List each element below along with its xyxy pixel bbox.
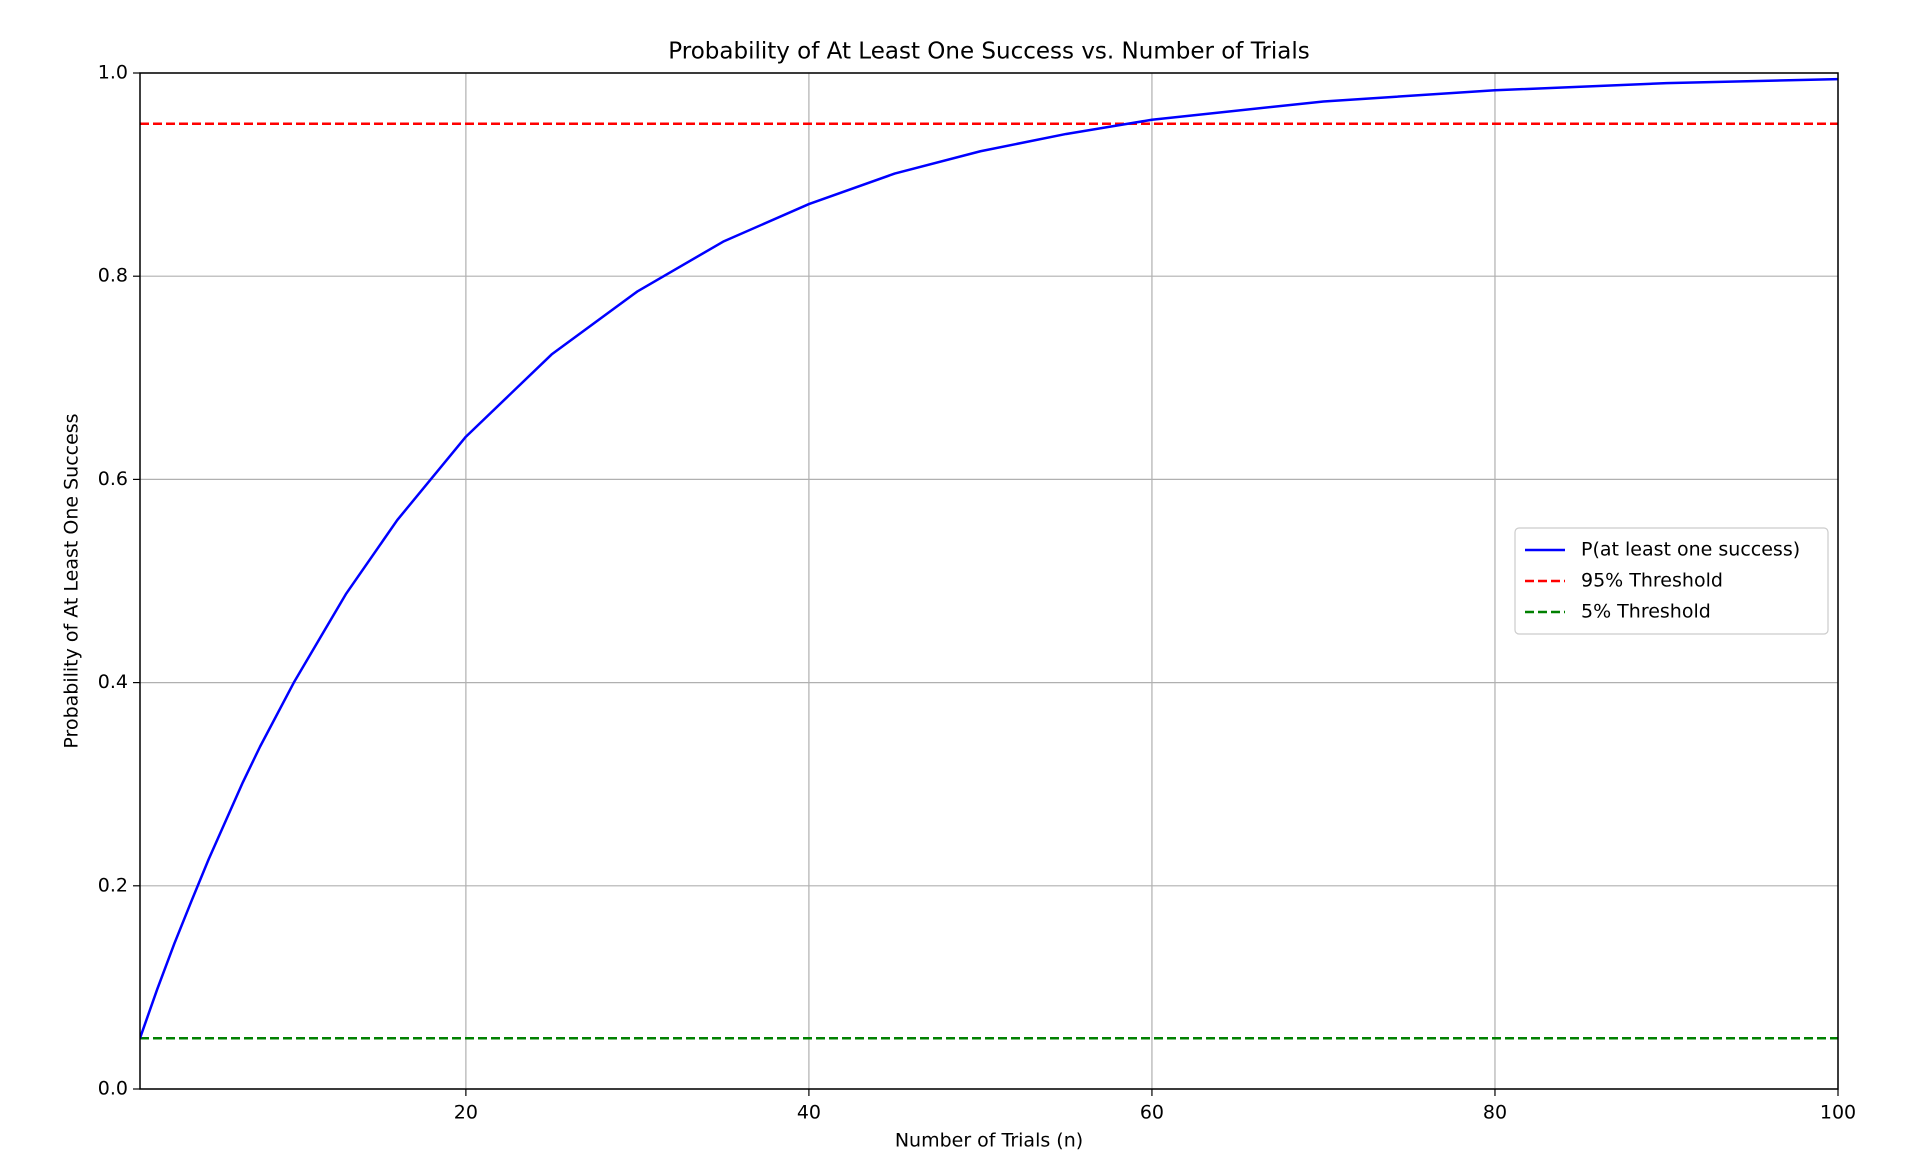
y-tick-label: 0.6 [98, 468, 128, 490]
y-tick-label: 0.8 [98, 265, 128, 287]
y-tick-label: 0.2 [98, 874, 128, 896]
x-tick-label: 100 [1820, 1102, 1856, 1124]
legend-label: P(at least one success) [1581, 539, 1800, 561]
plot-frame [139, 72, 1839, 1090]
chart-title: Probability of At Least One Success vs. … [668, 39, 1309, 65]
data-line [140, 77, 1838, 1039]
y-tick-label: 1.0 [98, 62, 128, 84]
x-tick-label: 20 [454, 1102, 478, 1124]
x-tick-label: 60 [1140, 1102, 1164, 1124]
y-tick-label: 0.0 [98, 1078, 128, 1100]
legend-label: 95% Threshold [1581, 570, 1723, 592]
y-tick-label: 0.4 [98, 671, 128, 693]
y-axis-label: Probability of At Least One Success [61, 413, 83, 748]
legend-box [1514, 527, 1829, 635]
x-axis-label: Number of Trials (n) [895, 1130, 1083, 1152]
x-tick-label: 80 [1483, 1102, 1507, 1124]
x-tick-label: 40 [797, 1102, 821, 1124]
legend-label: 5% Threshold [1581, 601, 1711, 623]
